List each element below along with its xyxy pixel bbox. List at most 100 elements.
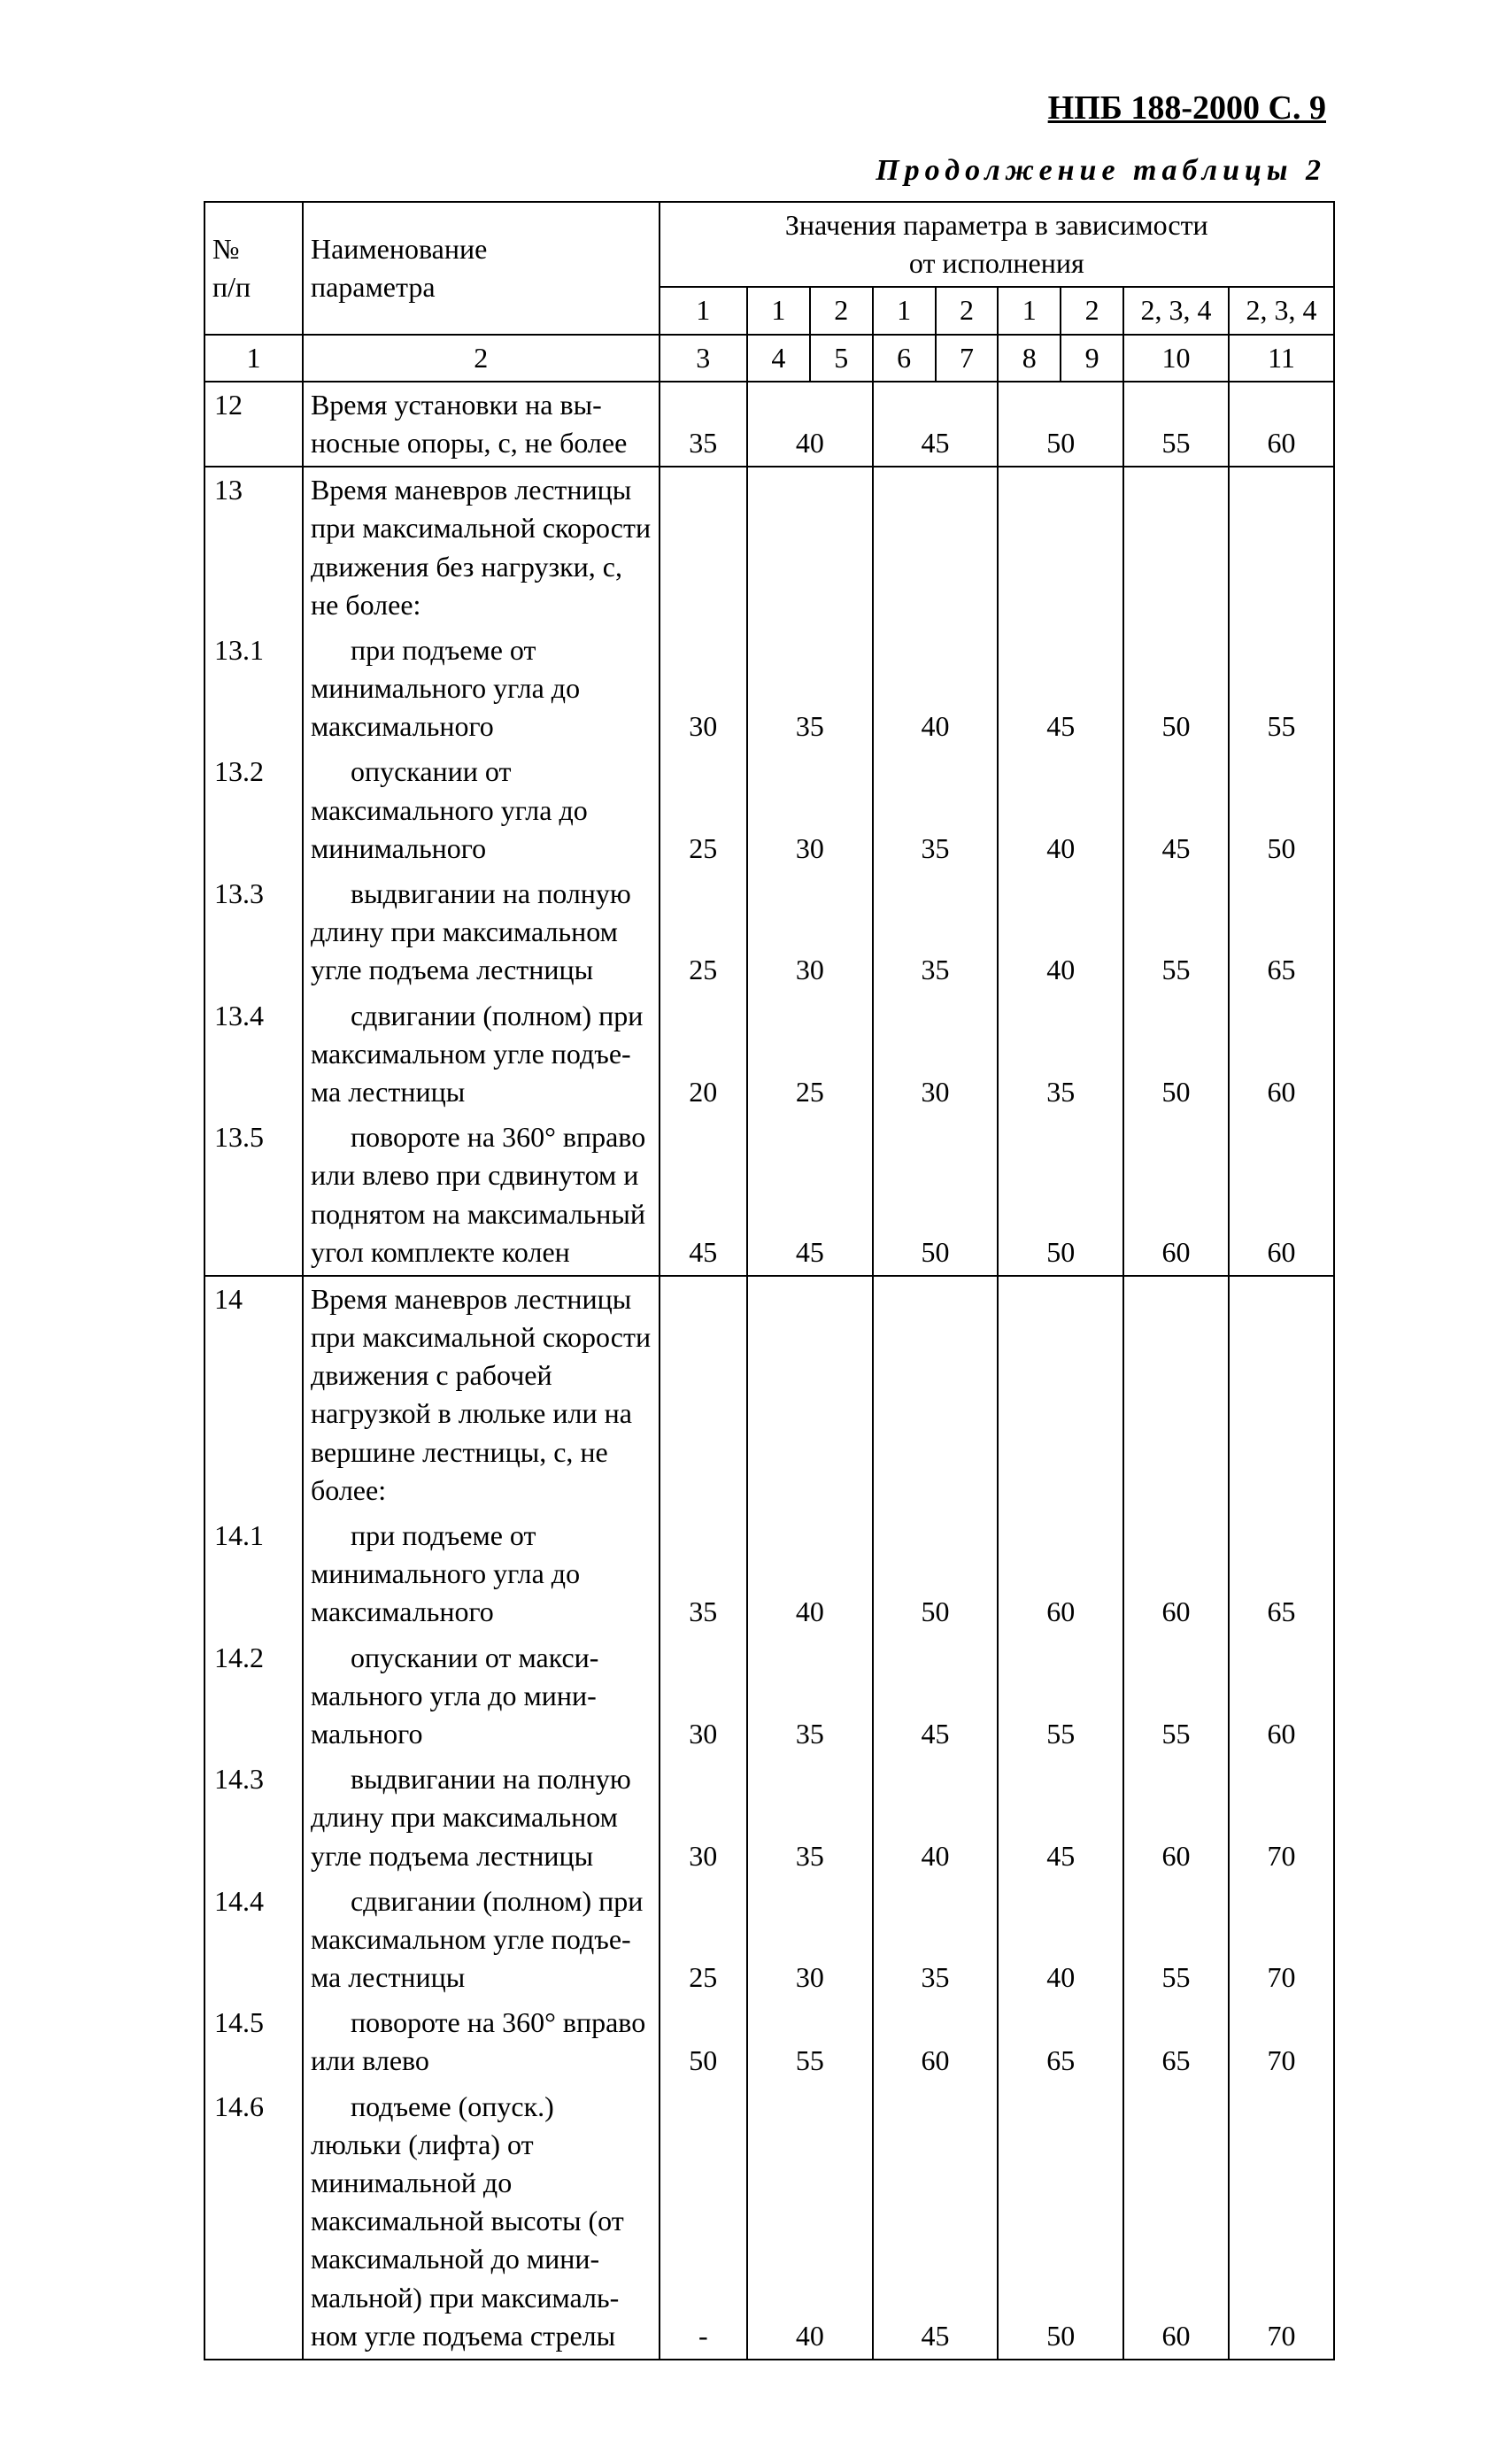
row-value: 30 — [873, 993, 999, 1116]
row-value: 65 — [1229, 1513, 1334, 1635]
row-value: 60 — [1229, 993, 1334, 1116]
row-number: 13.5 — [204, 1115, 303, 1276]
row-value: 25 — [660, 1879, 747, 2001]
table-row: 13.2опускании от максималь­ного угла до … — [204, 749, 1334, 871]
row-name: повороте на 360° вправо или влево при сд… — [303, 1115, 660, 1276]
row-value: 50 — [1123, 993, 1229, 1116]
row-value: 55 — [1123, 382, 1229, 467]
row-value: 35 — [747, 628, 873, 750]
row-value: 40 — [747, 382, 873, 467]
row-value — [873, 467, 999, 628]
row-value — [1123, 1276, 1229, 1513]
row-number: 13.2 — [204, 749, 303, 871]
row-value: 50 — [1229, 749, 1334, 871]
row-name: опускании от максималь­ного угла до мини… — [303, 749, 660, 871]
colnum: 1 — [204, 335, 303, 382]
header-num: № п/п — [204, 202, 303, 335]
row-name: выдвигании на полную длину при максималь… — [303, 1757, 660, 1879]
table-column-numbers: 1 2 3 4 5 6 7 8 9 10 11 — [204, 335, 1334, 382]
row-value: 65 — [1229, 871, 1334, 993]
row-value: 25 — [747, 993, 873, 1116]
row-value: 60 — [1123, 2084, 1229, 2360]
row-value: 35 — [998, 993, 1123, 1116]
row-value: 60 — [1229, 1115, 1334, 1276]
colnum: 10 — [1123, 335, 1229, 382]
row-value: 35 — [660, 1513, 747, 1635]
row-value — [998, 467, 1123, 628]
row-value: 50 — [998, 2084, 1123, 2360]
row-value: 60 — [1123, 1115, 1229, 1276]
row-value: 40 — [747, 1513, 873, 1635]
table-row: 13.5повороте на 360° вправо или влево пр… — [204, 1115, 1334, 1276]
row-name: сдвигании (полном) при максимальном угле… — [303, 1879, 660, 2001]
row-value: - — [660, 2084, 747, 2360]
header-group: 1 — [747, 287, 810, 334]
header-group: 1 — [998, 287, 1061, 334]
colnum: 7 — [936, 335, 999, 382]
row-value: 45 — [873, 2084, 999, 2360]
table-row: 14Время маневров лестницы при максимальн… — [204, 1276, 1334, 1513]
row-name: при подъеме от минималь­ного угла до мак… — [303, 628, 660, 750]
row-value: 55 — [998, 1635, 1123, 1758]
row-value: 40 — [873, 1757, 999, 1879]
colnum: 11 — [1229, 335, 1334, 382]
row-value: 45 — [1123, 749, 1229, 871]
table-row: 14.2опускании от макси­мального угла до … — [204, 1635, 1334, 1758]
row-number: 14.3 — [204, 1757, 303, 1879]
row-value: 30 — [660, 1757, 747, 1879]
row-value: 45 — [660, 1115, 747, 1276]
row-name: Время маневров лестницы при максимальной… — [303, 1276, 660, 1513]
table-row: 14.6подъеме (опуск.) люльки (лифта) от м… — [204, 2084, 1334, 2360]
header-group: 1 — [873, 287, 936, 334]
colnum: 2 — [303, 335, 660, 382]
row-value — [1229, 1276, 1334, 1513]
row-value — [747, 467, 873, 628]
row-value: 40 — [998, 749, 1123, 871]
table-row: 14.1при подъеме от минималь­ного угла до… — [204, 1513, 1334, 1635]
row-value — [660, 467, 747, 628]
row-value: 55 — [1229, 628, 1334, 750]
row-number: 14.4 — [204, 1879, 303, 2001]
row-number: 14.2 — [204, 1635, 303, 1758]
row-value: 40 — [998, 1879, 1123, 2001]
row-number: 13.3 — [204, 871, 303, 993]
row-number: 13.4 — [204, 993, 303, 1116]
row-value: 20 — [660, 993, 747, 1116]
table-row: 14.4сдвигании (полном) при максимальном … — [204, 1879, 1334, 2001]
row-name: при подъеме от минималь­ного угла до мак… — [303, 1513, 660, 1635]
row-value: 25 — [660, 749, 747, 871]
row-value: 45 — [998, 628, 1123, 750]
document-page: НПБ 188-2000 С. 9 Продолжение таблицы 2 … — [0, 0, 1512, 2449]
row-value: 50 — [873, 1513, 999, 1635]
row-value: 55 — [1123, 871, 1229, 993]
row-value: 35 — [747, 1635, 873, 1758]
row-number: 14.1 — [204, 1513, 303, 1635]
row-value: 25 — [660, 871, 747, 993]
document-header: НПБ 188-2000 С. 9 — [204, 89, 1335, 127]
row-value: 70 — [1229, 2000, 1334, 2083]
row-value: 60 — [873, 2000, 999, 2083]
table-row: 14.5повороте на 360° вправо или влево505… — [204, 2000, 1334, 2083]
colnum: 6 — [873, 335, 936, 382]
table-row: 13.3выдвигании на полную длину при макси… — [204, 871, 1334, 993]
row-name: Время установки на вы­носные опоры, с, н… — [303, 382, 660, 467]
row-value — [660, 1276, 747, 1513]
table-row: 12Время установки на вы­носные опоры, с,… — [204, 382, 1334, 467]
row-value — [1229, 467, 1334, 628]
row-value: 60 — [998, 1513, 1123, 1635]
colnum: 5 — [810, 335, 873, 382]
row-value: 70 — [1229, 2084, 1334, 2360]
colnum: 4 — [747, 335, 810, 382]
row-value: 70 — [1229, 1757, 1334, 1879]
row-value — [998, 1276, 1123, 1513]
table-row: 13.4сдвигании (полном) при максимальном … — [204, 993, 1334, 1116]
table-header-row-1: № п/п Наименование параметра Значения па… — [204, 202, 1334, 287]
row-value: 55 — [747, 2000, 873, 2083]
header-group: 2 — [1061, 287, 1123, 334]
row-value: 30 — [660, 628, 747, 750]
row-number: 13 — [204, 467, 303, 628]
table-continuation-label: Продолжение таблицы 2 — [204, 154, 1335, 188]
row-value: 60 — [1123, 1757, 1229, 1879]
row-value: 35 — [873, 749, 999, 871]
row-value: 35 — [873, 871, 999, 993]
